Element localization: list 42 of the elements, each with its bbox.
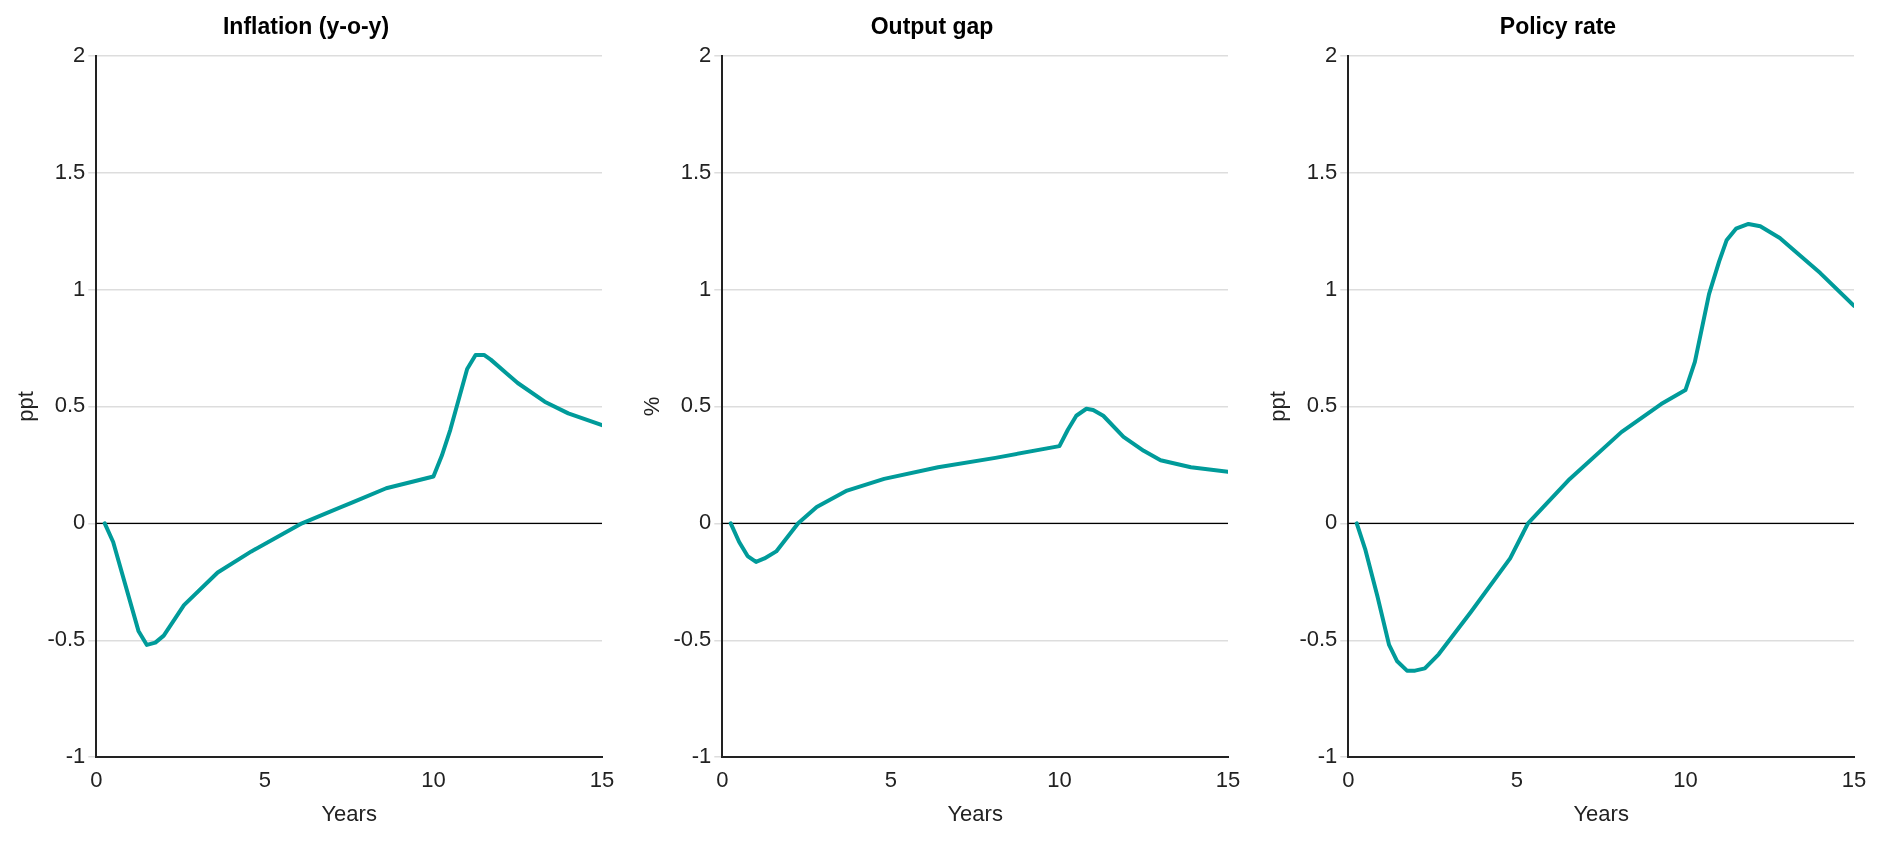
y-tick-label: 0 (73, 509, 86, 535)
y-tick-label: 1 (699, 275, 712, 301)
y-tick-label: 0.5 (680, 392, 712, 418)
chart-title: Policy rate (1499, 13, 1617, 40)
y-tick-label: -0.5 (673, 626, 712, 652)
y-tick-label: 0 (1325, 509, 1338, 535)
y-tick-label: 1 (73, 275, 86, 301)
y-tick-label: 1.5 (54, 158, 86, 184)
x-axis-title: Years (321, 800, 377, 826)
x-axis-title: Years (947, 800, 1003, 826)
y-tick-label: 1.5 (1306, 158, 1338, 184)
y-axis-title: ppt (13, 391, 39, 422)
x-tick-label: 10 (1673, 767, 1698, 793)
y-tick-label: 1.5 (680, 158, 712, 184)
chart-title: Output gap (870, 13, 994, 40)
y-tick-label: 2 (73, 41, 86, 67)
y-tick-label: 0 (699, 509, 712, 535)
y-tick-label: -1 (691, 743, 712, 769)
chart-title: Inflation (y-o-y) (222, 13, 390, 40)
y-tick-label: 2 (699, 41, 712, 67)
x-tick-label: 5 (884, 767, 897, 793)
x-tick-label: 0 (716, 767, 729, 793)
y-tick-label: 0.5 (54, 392, 86, 418)
x-tick-label: 10 (1047, 767, 1072, 793)
x-axis-title: Years (1573, 800, 1629, 826)
y-tick-label: 2 (1325, 41, 1338, 67)
x-tick-label: 15 (1215, 767, 1241, 793)
x-tick-label: 5 (1510, 767, 1523, 793)
y-tick-label: -0.5 (47, 626, 86, 652)
y-tick-label: -0.5 (1299, 626, 1338, 652)
y-tick-label: 1 (1325, 275, 1338, 301)
y-tick-label: -1 (65, 743, 86, 769)
x-tick-label: 0 (1342, 767, 1355, 793)
x-tick-label: 0 (90, 767, 103, 793)
x-tick-label: 15 (1841, 767, 1867, 793)
x-tick-label: 10 (421, 767, 446, 793)
y-tick-label: 0.5 (1306, 392, 1338, 418)
x-tick-label: 5 (258, 767, 271, 793)
y-axis-title: ppt (1265, 391, 1291, 422)
x-tick-label: 15 (589, 767, 615, 793)
y-tick-label: -1 (1317, 743, 1338, 769)
y-axis-title: % (639, 396, 665, 417)
